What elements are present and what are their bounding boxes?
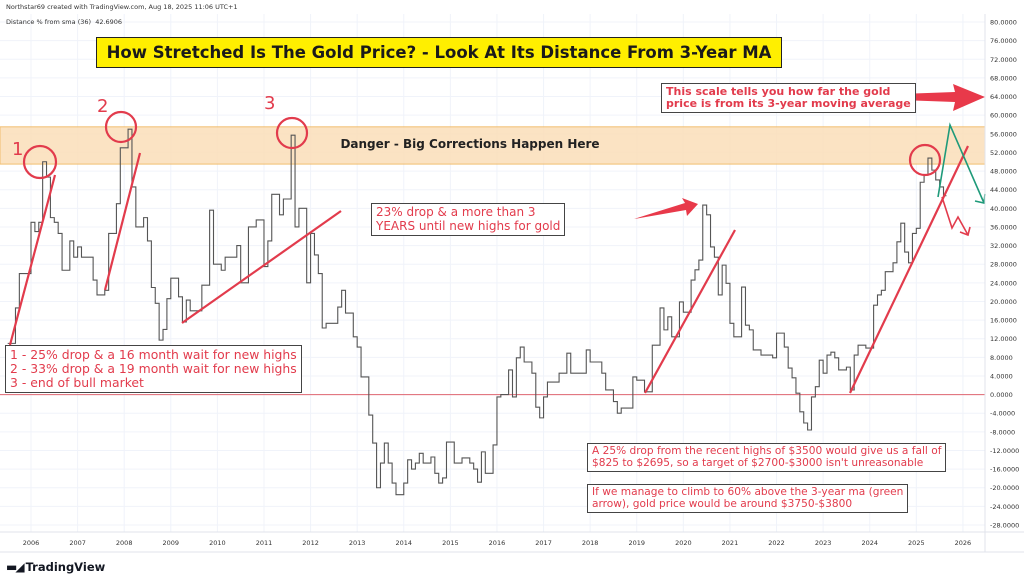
x-tick-label: 2009: [163, 539, 180, 547]
y-tick-label: 68.0000: [990, 74, 1017, 82]
y-tick-label: 40.0000: [990, 205, 1017, 213]
tradingview-logo-text: TradingView: [25, 560, 106, 574]
peak-circle-2025: [908, 143, 942, 177]
y-tick-label: 76.0000: [990, 37, 1017, 45]
price-axis[interactable]: 80.0000 76.0000 72.0000 68.0000 64.0000 60.00…: [990, 19, 1019, 530]
y-tick-label: 4.0000: [990, 372, 1013, 380]
x-tick-label: 2012: [302, 539, 319, 547]
y-tick-label: 24.0000: [990, 279, 1017, 287]
x-tick-label: 2025: [908, 539, 925, 547]
peak-label-1: 1: [12, 139, 24, 160]
y-tick-label: 56.0000: [990, 130, 1017, 138]
y-tick-label: -24.0000: [990, 503, 1019, 511]
arrow-2020-peak-icon: [634, 198, 698, 219]
y-tick-label: 32.0000: [990, 242, 1017, 250]
trend-line-2019: [644, 229, 736, 394]
danger-zone-label: Danger - Big Corrections Happen Here: [340, 137, 600, 151]
drop-2020-note-line: YEARS until new highs for gold: [376, 218, 561, 233]
y-tick-label: -16.0000: [990, 466, 1019, 474]
y-tick-label: 12.0000: [990, 335, 1017, 343]
y-tick-label: -8.0000: [990, 428, 1015, 436]
y-tick-label: 52.0000: [990, 149, 1017, 157]
time-axis[interactable]: 2006 2007 2008 2009 2010 2011 2012 2013 2014 2015…: [23, 539, 971, 547]
x-tick-label: 2013: [349, 539, 366, 547]
y-tick-label: 36.0000: [990, 223, 1017, 231]
y-tick-label: 72.0000: [990, 56, 1017, 64]
target-note-line: A 25% drop from the recent highs of $350…: [592, 445, 942, 457]
x-tick-label: 2020: [675, 539, 692, 547]
x-tick-label: 2019: [628, 539, 645, 547]
peaks-note-line: 1 - 25% drop & a 16 month wait for new h…: [10, 347, 297, 362]
red-projection-arrowhead: [959, 226, 971, 237]
drop-2020-note-line: 23% drop & a more than 3: [376, 205, 536, 219]
y-tick-label: 48.0000: [990, 168, 1017, 176]
trend-line-1: [8, 174, 57, 346]
danger-zone-band: [0, 126, 986, 165]
x-tick-label: 2015: [442, 539, 459, 547]
distance-from-sma-line: [7, 128, 947, 496]
chart-title: How Stretched Is The Gold Price? - Look …: [96, 37, 782, 68]
x-tick-label: 2017: [535, 539, 552, 547]
peak-circle-3: [275, 116, 309, 150]
green-arrow-note-line: If we manage to climb to 60% above the 3…: [592, 486, 904, 498]
scale-note-line: price is from its 3-year moving average: [666, 97, 911, 110]
y-tick-label: 60.0000: [990, 112, 1017, 120]
green-arrow-note: If we manage to climb to 60% above the 3…: [587, 484, 909, 513]
arrow-to-scale-icon: [900, 84, 985, 111]
x-tick-label: 2018: [582, 539, 599, 547]
y-tick-label: 8.0000: [990, 354, 1013, 362]
peaks-note-line: 2 - 33% drop & a 19 month wait for new h…: [10, 361, 297, 376]
y-tick-label: -4.0000: [990, 410, 1015, 418]
indicator-value: 42.6906: [95, 18, 123, 26]
target-note-line: $825 to $2695, so a target of $2700-$300…: [592, 456, 924, 469]
trend-line-2023: [849, 145, 969, 394]
x-tick-label: 2011: [256, 539, 273, 547]
peak-label-3: 3: [264, 93, 276, 114]
x-tick-label: 2023: [815, 539, 832, 547]
x-tick-label: 2014: [395, 539, 412, 547]
target-note: A 25% drop from the recent highs of $350…: [587, 443, 947, 472]
tradingview-logo[interactable]: ▬◢ TradingView: [6, 560, 105, 574]
peak-circle-2: [104, 110, 138, 144]
peaks-note: 1 - 25% drop & a 16 month wait for new h…: [5, 345, 302, 393]
indicator-legend[interactable]: Distance % from sma (36) 42.6906: [6, 18, 122, 26]
x-tick-label: 2022: [768, 539, 785, 547]
y-tick-label: -12.0000: [990, 447, 1019, 455]
chart-credit: Northstar69 created with TradingView.com…: [6, 3, 238, 11]
y-tick-label: 16.0000: [990, 317, 1017, 325]
y-tick-label: -20.0000: [990, 484, 1019, 492]
peak-label-2: 2: [97, 96, 109, 117]
x-tick-label: 2026: [955, 539, 972, 547]
y-tick-label: 64.0000: [990, 93, 1017, 101]
grid-lines: [0, 14, 985, 532]
tradingview-logo-icon: ▬◢: [6, 560, 25, 574]
y-tick-label: 20.0000: [990, 298, 1017, 306]
peak-circle-1: [22, 144, 58, 180]
trend-lines: [8, 110, 971, 394]
scale-note: This scale tells you how far the gold pr…: [661, 83, 916, 113]
drop-2020-note: 23% drop & a more than 3 YEARS until new…: [371, 203, 566, 236]
y-tick-label: 44.0000: [990, 186, 1017, 194]
x-tick-label: 2010: [209, 539, 226, 547]
indicator-name: Distance % from sma (36): [6, 18, 92, 26]
x-tick-label: 2024: [861, 539, 878, 547]
red-projection-zigzag: [941, 196, 969, 236]
scale-note-line: This scale tells you how far the gold: [666, 85, 891, 98]
x-tick-label: 2008: [116, 539, 133, 547]
x-tick-label: 2016: [489, 539, 506, 547]
x-tick-label: 2006: [23, 539, 40, 547]
x-tick-label: 2007: [69, 539, 86, 547]
y-tick-label: 0.0000: [990, 391, 1013, 399]
y-tick-label: -28.0000: [990, 521, 1019, 529]
green-arrow-note-line: arrow), gold price would be around $3750…: [592, 497, 853, 510]
x-tick-label: 2021: [722, 539, 739, 547]
trend-line-2: [103, 152, 142, 291]
peaks-note-line: 3 - end of bull market: [10, 375, 144, 390]
y-tick-label: 28.0000: [990, 261, 1017, 269]
trend-line-3: [181, 210, 342, 324]
y-tick-label: 80.0000: [990, 19, 1017, 27]
